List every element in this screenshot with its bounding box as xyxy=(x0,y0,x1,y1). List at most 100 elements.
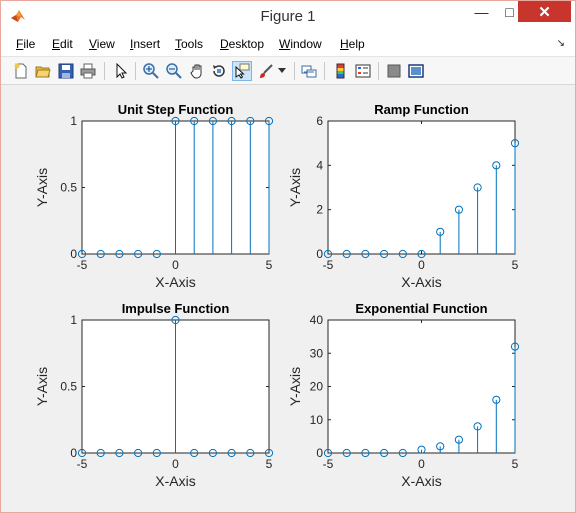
stem-marker xyxy=(246,116,255,126)
x-tick-label: 0 xyxy=(172,258,179,272)
menu-edit[interactable]: Edit xyxy=(52,37,73,51)
menu-tools-accel: T xyxy=(175,37,181,51)
link-plot-icon[interactable] xyxy=(299,61,319,81)
stem-marker xyxy=(171,116,180,126)
stem-marker xyxy=(454,205,463,214)
new-figure-icon[interactable] xyxy=(11,61,31,81)
menu-insert-rest: nsert xyxy=(133,37,161,51)
stem-marker xyxy=(492,395,501,404)
dock-figure-icon[interactable]: ↘ xyxy=(556,38,565,49)
stem-marker xyxy=(77,249,87,259)
stem-marker xyxy=(398,448,407,458)
maximize-button[interactable]: □ xyxy=(505,3,514,20)
menu-view-rest: iew xyxy=(96,37,115,51)
close-button[interactable]: ✕ xyxy=(518,1,571,22)
toolbar-separator xyxy=(135,62,136,80)
menu-desktop[interactable]: Desktop xyxy=(220,37,264,51)
stem-marker xyxy=(115,448,124,458)
zoom-in-icon[interactable] xyxy=(141,61,161,81)
subplot-title: Unit Step Function xyxy=(118,102,234,117)
pan-icon[interactable] xyxy=(187,61,207,81)
stem-marker xyxy=(361,448,370,458)
stem-marker xyxy=(152,249,161,259)
y-axis-label: Y-Axis xyxy=(287,367,303,406)
stem-marker xyxy=(246,448,255,458)
menu-view-accel: V xyxy=(89,37,97,51)
y-axis-label: Y-Axis xyxy=(34,367,50,406)
x-axis-label: X-Axis xyxy=(401,274,441,290)
insert-legend-icon[interactable] xyxy=(353,61,373,81)
stem-marker xyxy=(473,183,482,192)
menu-edit-accel: E xyxy=(52,37,61,51)
stem-marker xyxy=(342,249,351,259)
print-icon[interactable] xyxy=(78,61,98,81)
edit-plot-icon[interactable] xyxy=(111,61,131,81)
stem-marker xyxy=(417,249,426,259)
stem-marker xyxy=(190,448,199,458)
stem-marker xyxy=(510,139,520,148)
menu-window-rest: indow xyxy=(290,37,322,51)
x-axis-label: X-Axis xyxy=(401,473,441,489)
stem-marker xyxy=(323,249,333,259)
x-axis-label: X-Axis xyxy=(155,274,195,290)
menu-bar: File Edit View Insert Tools Desktop Wind… xyxy=(1,32,575,57)
stem-marker xyxy=(510,342,520,351)
y-tick-label: 0 xyxy=(70,446,77,460)
open-file-icon[interactable] xyxy=(33,61,53,81)
brush-dropdown-icon[interactable] xyxy=(276,61,288,81)
subplot-title: Exponential Function xyxy=(355,301,487,316)
y-tick-label: 20 xyxy=(310,380,324,394)
stem-marker xyxy=(380,448,389,458)
stem-marker xyxy=(361,249,370,259)
figure-canvas[interactable]: -5 0 5 0 0.5 1 Unit Step Function X-Axis Y-Axis -… xyxy=(1,86,575,512)
menu-help[interactable]: Help xyxy=(340,37,365,51)
x-tick-label: 0 xyxy=(418,457,425,471)
zoom-out-icon[interactable] xyxy=(164,61,184,81)
stem-marker xyxy=(454,435,463,444)
insert-colorbar-icon[interactable] xyxy=(331,61,351,81)
hide-plot-tools-icon[interactable] xyxy=(384,61,404,81)
menu-insert-accel: I xyxy=(130,37,134,51)
save-icon[interactable] xyxy=(56,61,76,81)
y-tick-label: 1 xyxy=(70,313,77,327)
x-tick-label: 5 xyxy=(512,457,519,471)
stem-marker xyxy=(436,227,445,236)
rotate-3d-icon[interactable] xyxy=(209,61,229,81)
stem-marker xyxy=(417,445,426,454)
stem-marker xyxy=(134,448,143,458)
x-tick-label: -5 xyxy=(323,258,334,272)
data-cursor-icon[interactable] xyxy=(232,61,252,81)
menu-tools[interactable]: Tools xyxy=(175,37,203,51)
x-tick-label: 5 xyxy=(512,258,519,272)
title-bar[interactable]: Figure 1 — □ ✕ xyxy=(1,1,575,32)
stem-marker xyxy=(342,448,351,458)
toolbar-separator xyxy=(104,62,105,80)
stem-marker xyxy=(96,249,105,259)
y-tick-label: 1 xyxy=(70,114,77,128)
stem-marker xyxy=(77,448,87,458)
stem-marker xyxy=(96,448,105,458)
axes-box xyxy=(327,319,516,454)
menu-view[interactable]: View xyxy=(89,37,115,51)
stem-marker xyxy=(152,448,161,458)
y-tick-label: 0 xyxy=(316,247,323,261)
brush-icon[interactable] xyxy=(256,61,276,81)
show-plot-tools-icon[interactable] xyxy=(406,61,426,81)
stem-marker xyxy=(171,315,180,325)
minimize-button[interactable]: — xyxy=(474,3,489,20)
menu-insert[interactable]: Insert xyxy=(130,37,160,51)
menu-window-accel: W xyxy=(279,37,291,51)
y-tick-label: 30 xyxy=(310,346,324,360)
subplot-title: Impulse Function xyxy=(122,301,230,316)
y-tick-label: 10 xyxy=(310,413,324,427)
menu-window[interactable]: Window xyxy=(279,37,322,51)
menu-file-rest: ile xyxy=(23,37,36,51)
stem-marker xyxy=(436,442,445,451)
stem-marker xyxy=(380,249,389,259)
menu-file[interactable]: File xyxy=(16,37,35,51)
